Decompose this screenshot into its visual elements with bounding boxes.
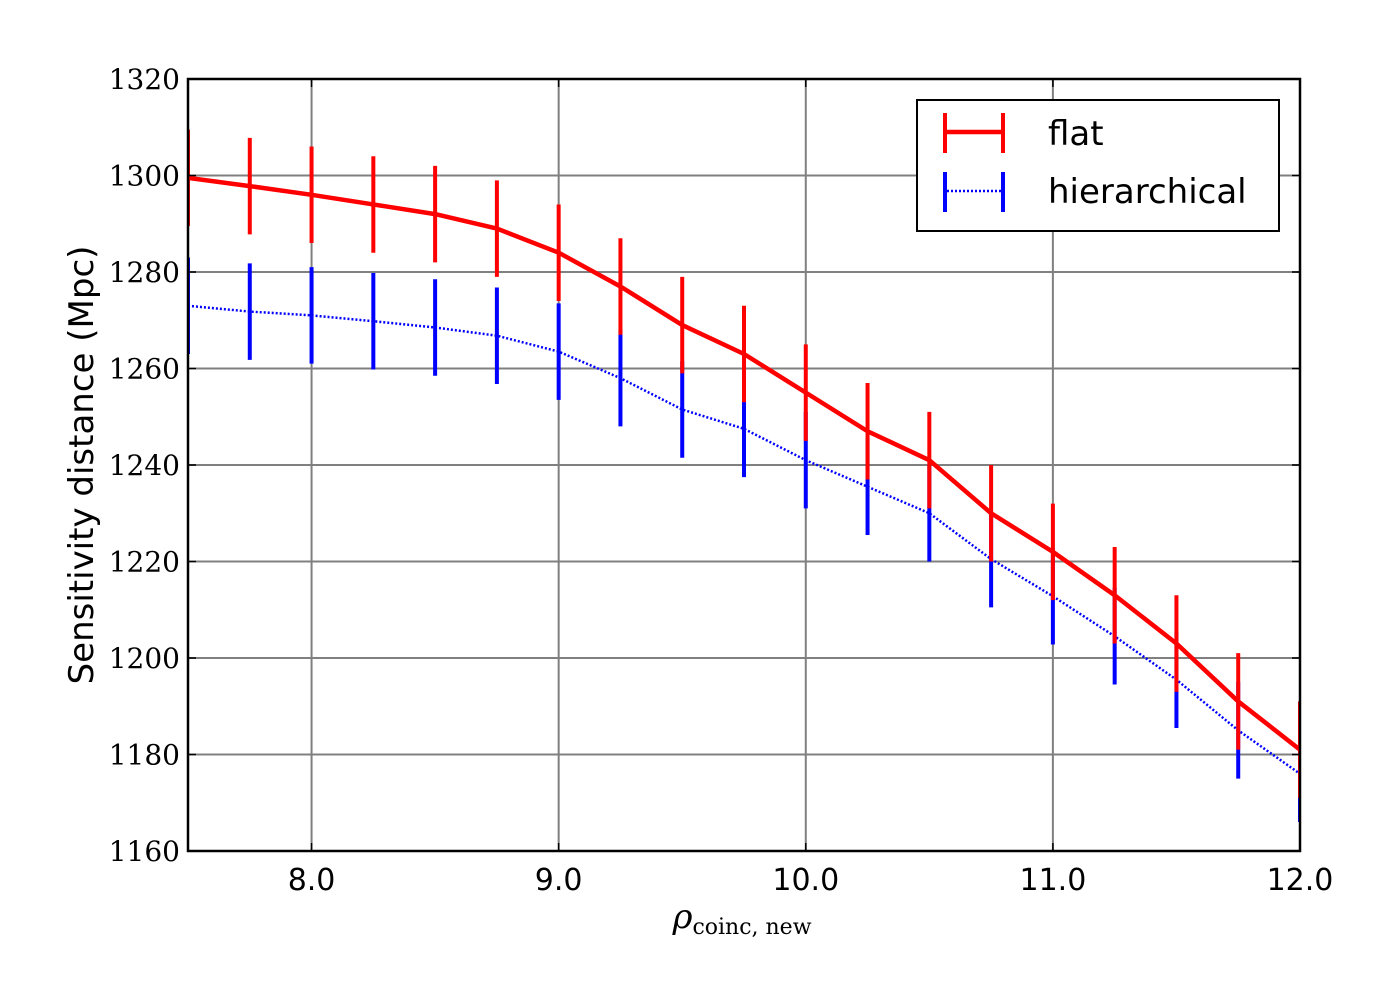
x-tick-label: 9.0 bbox=[535, 863, 583, 898]
y-tick-label: 1200 bbox=[109, 642, 180, 675]
x-tick-label: 12.0 bbox=[1267, 863, 1334, 898]
y-tick-label: 1240 bbox=[109, 449, 180, 482]
legend: flat hierarchical bbox=[916, 99, 1280, 232]
y-axis-label: Sensitivity distance (Mpc) bbox=[62, 246, 102, 685]
legend-box bbox=[916, 99, 1280, 232]
x-axis-label-symbol: ρ bbox=[671, 897, 692, 937]
plot-series bbox=[188, 129, 1300, 823]
series-line-flat bbox=[188, 175, 1300, 752]
legend-label-hierarchical: hierarchical bbox=[1048, 172, 1247, 212]
y-tick-label: 1220 bbox=[109, 546, 180, 579]
x-tick-label: 10.0 bbox=[772, 863, 839, 898]
y-tick-label: 1260 bbox=[109, 353, 180, 386]
legend-label-flat: flat bbox=[1048, 114, 1104, 154]
y-tick-label: 1300 bbox=[109, 160, 180, 193]
y-tick-label: 1280 bbox=[109, 256, 180, 289]
legend-hierarchical-key bbox=[943, 172, 1005, 212]
tick-labels: 8.0 9.0 10.0 11.0 12.0 1160 1180 1200 1220 1240 12… bbox=[109, 63, 1334, 898]
x-axis-label-subscript: coinc, new bbox=[692, 915, 811, 940]
x-tick-label: 8.0 bbox=[288, 863, 336, 898]
x-tick-label: 11.0 bbox=[1019, 863, 1086, 898]
series-flat bbox=[188, 129, 1300, 798]
y-tick-label: 1320 bbox=[109, 63, 180, 96]
y-tick-label: 1180 bbox=[109, 739, 180, 772]
legend-flat-key bbox=[943, 113, 1005, 153]
x-axis-label: ρcoinc, new bbox=[671, 897, 811, 940]
y-tick-label: 1160 bbox=[109, 835, 180, 868]
